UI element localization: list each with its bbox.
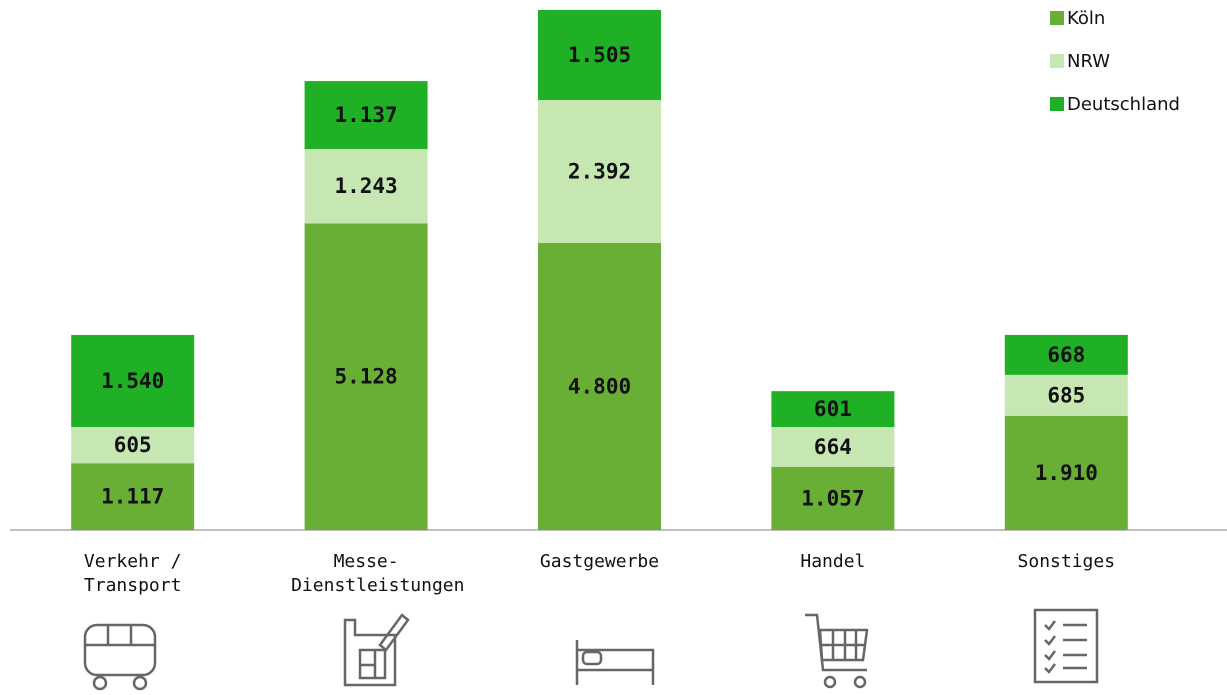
bar-segment xyxy=(71,427,195,464)
bar-segment xyxy=(71,463,195,530)
data-label: 1.505 xyxy=(568,43,631,67)
legend-swatch xyxy=(1050,97,1064,111)
data-label: 1.910 xyxy=(1035,461,1098,485)
data-label: 1.243 xyxy=(334,174,397,198)
bar-segment xyxy=(771,466,895,530)
x-tick-label: Sonstiges xyxy=(1017,551,1116,572)
data-label: 605 xyxy=(114,433,152,457)
data-label: 1.137 xyxy=(334,103,397,127)
bar-segment xyxy=(538,99,661,244)
bar-segment xyxy=(771,427,895,467)
data-label: 1.117 xyxy=(101,485,164,509)
bar-segment xyxy=(1004,334,1128,375)
data-label: 5.128 xyxy=(334,365,397,389)
legend-swatch xyxy=(1050,54,1064,68)
icon-bus xyxy=(83,623,157,691)
bar-segment xyxy=(1004,415,1128,530)
data-label: 668 xyxy=(1047,343,1085,367)
bar-segment xyxy=(71,334,195,428)
legend-swatch xyxy=(1050,11,1064,25)
data-label: 4.800 xyxy=(568,375,631,399)
bar-segment xyxy=(304,81,428,150)
bar-segment xyxy=(771,391,895,428)
data-label: 685 xyxy=(1047,383,1085,407)
data-label: 1.057 xyxy=(801,486,864,510)
legend-label: Köln xyxy=(1067,8,1105,29)
legend-label: NRW xyxy=(1067,51,1110,72)
bar-segment xyxy=(304,223,428,530)
x-tick-label: Handel xyxy=(800,551,866,572)
icon-cart xyxy=(805,613,869,689)
icon-bed xyxy=(575,640,655,685)
data-label: 2.392 xyxy=(568,159,631,183)
x-tick-label: Gastgewerbe xyxy=(539,551,660,572)
bar-segment xyxy=(304,149,428,224)
data-label: 664 xyxy=(814,435,852,459)
legend-label: Deutschland xyxy=(1067,94,1180,115)
bar-segment xyxy=(538,10,661,100)
x-tick-label: Verkehr / Transport xyxy=(83,551,182,596)
data-label: 1.540 xyxy=(101,369,164,393)
data-label: 601 xyxy=(814,397,852,421)
icon-checklist xyxy=(1033,608,1099,684)
bar-segment xyxy=(538,243,661,530)
icon-plan xyxy=(343,613,410,687)
x-tick-label: Messe-Dienstleistungen xyxy=(291,551,465,596)
bar-segment xyxy=(1004,374,1128,416)
